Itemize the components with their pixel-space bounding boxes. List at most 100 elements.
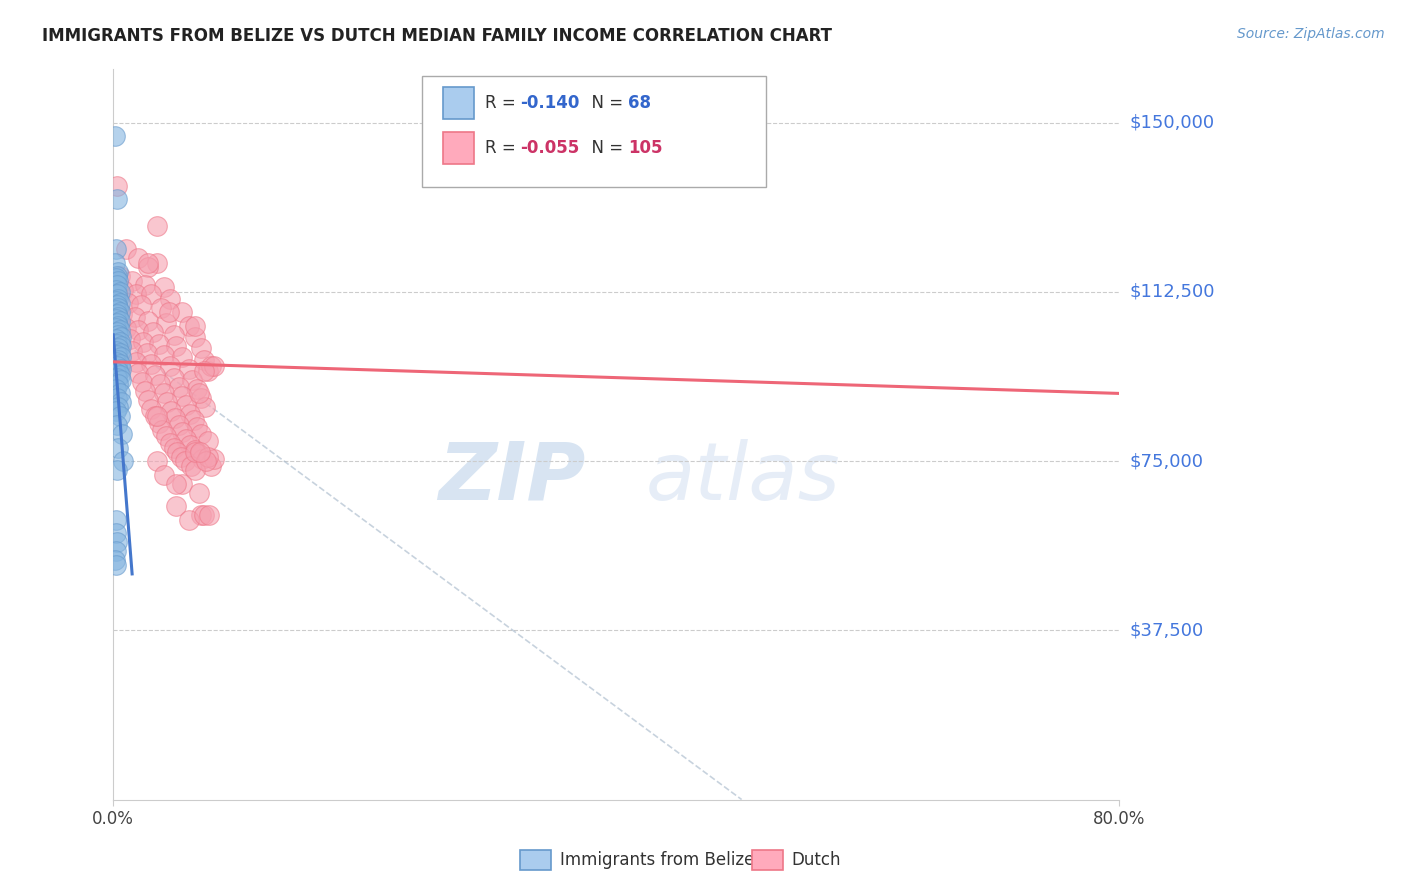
Point	[104, 332, 127, 346]
Point	[166, 445, 188, 459]
Point	[107, 341, 129, 355]
Point	[127, 366, 149, 380]
Text: IMMIGRANTS FROM BELIZE VS DUTCH MEDIAN FAMILY INCOME CORRELATION CHART: IMMIGRANTS FROM BELIZE VS DUTCH MEDIAN F…	[42, 27, 832, 45]
Point	[105, 417, 128, 432]
Point	[177, 361, 200, 376]
Point	[172, 476, 194, 491]
Text: Dutch: Dutch	[792, 851, 841, 869]
Point	[143, 368, 166, 383]
Point	[129, 298, 152, 312]
Text: R =: R =	[485, 95, 522, 112]
Point	[107, 292, 129, 306]
Point	[110, 373, 132, 387]
Point	[157, 305, 180, 319]
Point	[104, 302, 127, 317]
Point	[107, 274, 129, 288]
Point	[108, 269, 131, 284]
Point	[136, 346, 159, 360]
Point	[197, 450, 219, 464]
Point	[181, 373, 204, 387]
Point	[179, 438, 201, 452]
Point	[104, 283, 127, 297]
Point	[167, 417, 190, 432]
Point	[103, 255, 125, 269]
Point	[159, 436, 181, 450]
Point	[202, 451, 225, 466]
Point	[202, 359, 225, 374]
Point	[165, 500, 187, 514]
Point	[193, 352, 215, 367]
Point	[159, 292, 181, 306]
Point	[139, 287, 162, 301]
Point	[150, 423, 173, 437]
Point	[108, 314, 131, 328]
Point	[104, 404, 127, 418]
Point	[108, 334, 131, 349]
Point	[104, 526, 127, 541]
Point	[160, 404, 183, 418]
Point	[187, 485, 209, 500]
Point	[172, 351, 194, 365]
Text: ZIP: ZIP	[439, 439, 586, 516]
Point	[108, 285, 131, 299]
Point	[104, 312, 127, 326]
Point	[105, 535, 128, 549]
Point	[105, 359, 128, 374]
Point	[152, 348, 174, 362]
Point	[194, 400, 217, 414]
Point	[104, 513, 127, 527]
Point	[105, 193, 128, 207]
Point	[107, 441, 129, 455]
Point	[134, 384, 156, 399]
Point	[107, 264, 129, 278]
Point	[162, 327, 184, 342]
Point	[107, 400, 129, 414]
Point	[104, 544, 127, 558]
Point	[127, 251, 149, 265]
Point	[134, 278, 156, 293]
Text: $75,000: $75,000	[1130, 452, 1204, 470]
Point	[177, 513, 200, 527]
Text: $37,500: $37,500	[1130, 622, 1204, 640]
Point	[107, 301, 129, 315]
Point	[193, 508, 215, 523]
Point	[165, 476, 187, 491]
Point	[174, 432, 197, 446]
Point	[167, 379, 190, 393]
Point	[110, 351, 132, 365]
Point	[107, 327, 129, 342]
Point	[190, 391, 212, 405]
Point	[105, 391, 128, 405]
Point	[131, 375, 153, 389]
Point	[105, 348, 128, 362]
Point	[127, 323, 149, 337]
Point	[186, 382, 208, 396]
Text: -0.055: -0.055	[520, 139, 579, 157]
Point	[174, 398, 197, 412]
Point	[184, 318, 207, 333]
Point	[105, 269, 128, 284]
Point	[172, 305, 194, 319]
Point	[124, 310, 146, 324]
Point	[146, 454, 169, 468]
Point	[139, 357, 162, 371]
Point	[104, 355, 127, 369]
Point	[103, 129, 125, 144]
Point	[148, 416, 170, 430]
Point	[108, 323, 131, 337]
Point	[152, 280, 174, 294]
Text: 68: 68	[628, 95, 651, 112]
Point	[195, 454, 218, 468]
Point	[163, 411, 186, 425]
Point	[108, 409, 131, 423]
Point	[110, 330, 132, 344]
Point	[200, 359, 222, 374]
Point	[184, 463, 207, 477]
Point	[150, 301, 173, 315]
Point	[104, 343, 127, 358]
Point	[184, 445, 207, 459]
Point	[105, 317, 128, 331]
Point	[114, 242, 136, 256]
Text: R =: R =	[485, 139, 522, 157]
Point	[107, 352, 129, 367]
